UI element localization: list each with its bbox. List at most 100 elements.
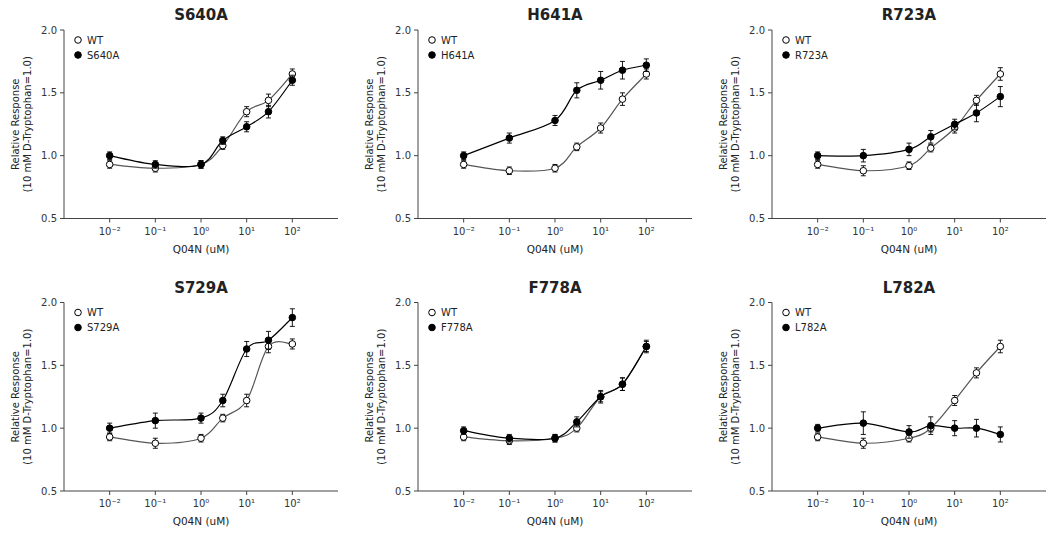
error-bar [974,419,979,437]
plot-area [106,309,295,448]
legend-marker [429,324,436,331]
data-point [219,415,226,422]
data-point [106,161,113,168]
data-point [997,431,1004,438]
legend-marker [75,324,82,331]
y-tick [414,428,418,429]
error-bar-cap [266,94,271,95]
x-tick-label: 10⁰ [547,226,564,237]
data-point [289,77,296,84]
data-point [619,96,626,103]
legend-label: WT [441,307,458,318]
data-point [906,146,913,153]
figure: S640A10⁻²10⁻¹10⁰10¹10²0.51.01.52.0Q04N (… [0,0,1062,545]
data-point [243,397,250,404]
error-bar-cap [290,75,295,76]
legend-marker [75,37,82,44]
y-axis-line [772,30,773,219]
plot-area [106,69,295,172]
y-axis-line [418,303,419,492]
error-bar [998,68,1003,81]
error-bar-cap [290,348,295,349]
x-tick-label: 10⁻¹ [852,226,874,237]
error-bar-cap [861,434,866,435]
data-point [460,161,467,168]
series-line [818,423,1001,434]
error-bar [153,438,158,448]
error-bar-cap [620,79,625,80]
x-tick [246,219,247,223]
error-bar-cap [598,71,603,72]
title: S640A [174,6,228,24]
data-point [860,420,867,427]
series-line [110,342,293,444]
error-bar-cap [107,423,112,424]
legend: WTS729A [75,307,120,333]
y-axis-label: Relative Response [10,78,21,170]
legend-label: R723A [795,50,828,61]
data-point [552,435,559,442]
data-point [219,397,226,404]
plot-area [460,340,649,444]
data-point [573,419,580,426]
error-bar [998,340,1003,353]
error-bar-cap [220,394,225,395]
y-tick-label: 2.0 [395,297,411,308]
data-point [927,422,934,429]
error-bar [290,339,295,349]
data-point [951,397,958,404]
error-bar [199,161,204,169]
error-bar [861,166,866,176]
error-bar [644,341,649,351]
x-tick [155,219,156,223]
legend-marker [429,52,436,59]
error-bar [153,161,158,169]
legend-label: WT [87,35,104,46]
data-point [198,415,205,422]
data-point [506,435,513,442]
error-bar-cap [620,390,625,391]
y-tick [60,155,64,156]
data-point [198,435,205,442]
y-tick-label: 1.5 [395,360,411,371]
y-axis-line [64,303,65,492]
error-bar-cap [907,438,912,439]
error-bar [907,143,912,156]
x-tick-label: 10⁻² [453,226,475,237]
plot-area [814,340,1003,448]
data-point [951,121,958,128]
y-tick-label: 1.0 [395,423,411,434]
y-tick [768,30,772,31]
legend-label: WT [87,307,104,318]
error-bar [598,71,603,89]
error-bar [815,433,820,441]
y-tick-label: 1.0 [41,423,57,434]
legend-marker [429,309,436,316]
error-bar [928,131,933,144]
legend-label: WT [795,35,812,46]
data-point [927,134,934,141]
data-point [906,429,913,436]
x-tick-label: 10¹ [592,226,609,237]
title: L782A [883,279,936,297]
data-point [643,71,650,78]
error-bar [461,427,466,435]
error-bar [861,412,866,435]
data-point [814,434,821,441]
x-tick [555,219,556,223]
data-point [997,343,1004,350]
y-tick [60,30,64,31]
data-point [973,110,980,117]
error-bar [107,423,112,433]
y-tick [60,218,64,219]
error-bar-cap [928,130,933,131]
y-tick-label: 1.5 [749,360,765,371]
x-tick-label: 10⁻¹ [852,498,874,509]
error-bar-cap [244,406,249,407]
error-bar-cap [974,367,979,368]
error-bar [574,417,579,427]
legend-label: WT [441,35,458,46]
series-line [464,346,647,440]
x-tick [646,219,647,223]
error-bar-cap [290,85,295,86]
